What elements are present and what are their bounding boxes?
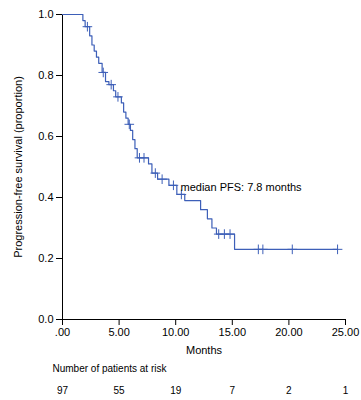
- svg-text:97: 97: [57, 385, 69, 396]
- svg-text:25.00: 25.00: [332, 326, 360, 338]
- svg-text:0.4: 0.4: [38, 191, 53, 203]
- svg-text:0.8: 0.8: [38, 69, 53, 81]
- svg-text:2: 2: [286, 385, 292, 396]
- svg-text:7: 7: [230, 385, 236, 396]
- svg-text:1: 1: [343, 385, 349, 396]
- svg-text:1.0: 1.0: [38, 8, 53, 20]
- svg-text:0.2: 0.2: [38, 252, 53, 264]
- svg-text:15.00: 15.00: [219, 326, 247, 338]
- svg-text:Progression-free survival (pro: Progression-free survival (proportion): [12, 76, 24, 258]
- svg-text:55: 55: [114, 385, 126, 396]
- svg-text:0.6: 0.6: [38, 130, 53, 142]
- svg-text:Number of patients at risk: Number of patients at risk: [53, 363, 168, 374]
- svg-text:20.00: 20.00: [275, 326, 303, 338]
- svg-text:19: 19: [170, 385, 182, 396]
- svg-text:10.00: 10.00: [162, 326, 190, 338]
- svg-text:median PFS: 7.8 months: median PFS: 7.8 months: [181, 181, 303, 193]
- svg-text:0.0: 0.0: [38, 313, 53, 325]
- svg-text:5.00: 5.00: [108, 326, 129, 338]
- svg-text:.00: .00: [55, 326, 70, 338]
- svg-text:Months: Months: [186, 344, 223, 356]
